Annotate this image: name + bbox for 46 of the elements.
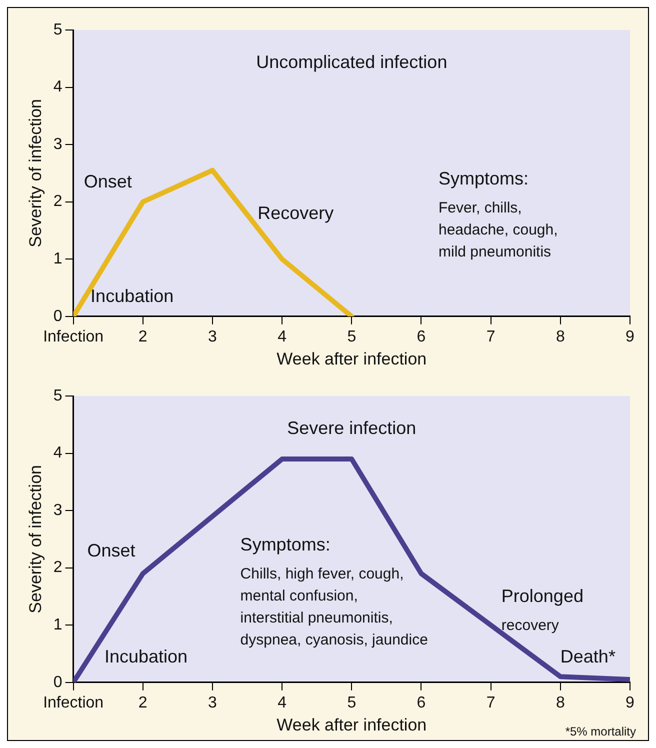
y-tick-label: 4 [53,78,62,96]
y-tick-label: 5 [53,21,62,38]
x-tick-label: 7 [486,694,496,712]
x-axis-title: Week after infection [276,349,427,368]
x-tick-label: 8 [556,328,565,346]
text: Uncomplicated infection [256,52,448,72]
y-tick-label: 5 [53,387,62,404]
x-tick-label: 9 [626,694,635,712]
x-tick-label: 4 [278,694,287,712]
x-tick-label: 3 [208,694,218,712]
text: Severe infection [287,418,416,438]
x-tick-label: 8 [556,694,565,712]
y-tick-label: 2 [53,559,62,576]
y-axis-title: Severity of infection [26,465,45,614]
x-axis-title: Week after infection [276,715,427,734]
x-tick-label: 7 [486,328,496,346]
y-tick-label: 3 [53,136,62,153]
y-tick-label: 3 [53,502,62,519]
y-tick-label: 2 [53,193,62,210]
annotation: Incubation [90,286,174,306]
annotation: Prolonged recovery [501,586,584,634]
x-tick-label: Infection [43,328,104,346]
x-tick-label: 4 [278,328,287,346]
annotation: Symptoms: Fever, chills, headache, cough, mild pneumonitis [438,168,558,261]
y-tick-label: 1 [53,250,62,268]
x-tick-label: 2 [138,694,148,712]
x-tick-label: 5 [347,328,356,346]
x-tick-label: 5 [347,694,356,712]
text: *5% mortality [565,724,636,738]
x-tick-label: 6 [416,328,426,346]
x-tick-label: 6 [416,694,426,712]
y-tick-label: 1 [53,616,62,634]
x-tick-label: 9 [626,328,635,346]
annotation: Recovery [258,203,334,224]
annotation: Death* [560,646,616,666]
annotation: Onset [87,540,136,560]
annotation: Onset [84,172,132,192]
annotation: Symptoms: Chills, high fever, cough, mental confusion, interstitial pneumonitis, dyspnea, cyanosis, jaundice [240,534,428,649]
x-tick-label: 2 [138,328,148,346]
x-tick-label: 3 [208,328,218,346]
y-tick-label: 0 [53,674,62,691]
x-tick-label: Infection [43,694,104,712]
y-tick-label: 0 [53,308,62,325]
y-axis-title: Severity of infection [26,99,45,248]
annotation: Incubation [104,646,188,666]
y-tick-label: 4 [53,444,62,462]
